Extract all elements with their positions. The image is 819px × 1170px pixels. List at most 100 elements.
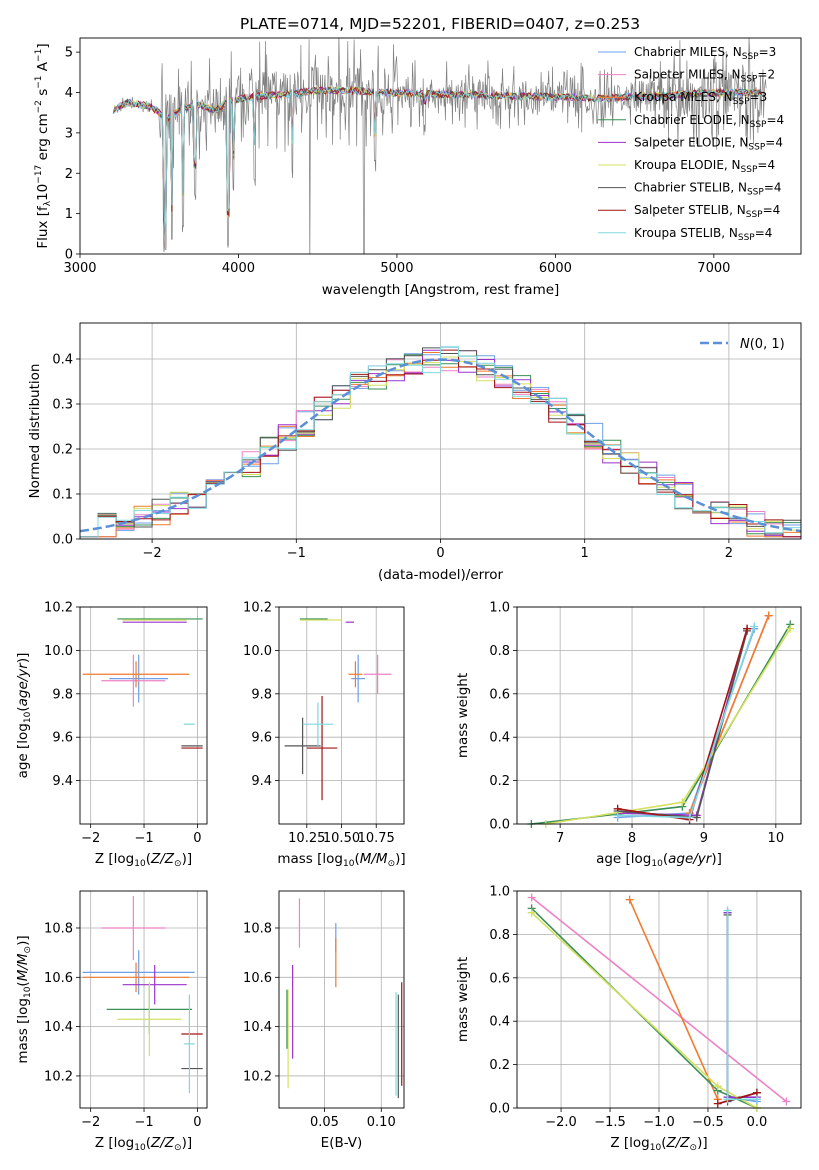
spectrum-panel: 3000 4000 5000 6000 7000 0 1 2 3 4 5 wavelength [An… [34, 37, 802, 298]
weight-series-line [617, 628, 748, 817]
label-part: Salpeter STELIB, N [634, 203, 746, 217]
label-part: =4 [755, 226, 773, 240]
weight-marker [743, 624, 752, 633]
label-part: =4 [764, 181, 782, 195]
y-tick-label: 10.4 [44, 1020, 73, 1035]
legend-label: Salpeter MILES, NSSP=2 [634, 68, 775, 85]
label-part: ] [35, 43, 51, 48]
x-tick-label: −1 [287, 546, 306, 561]
weight-series-line [617, 628, 756, 819]
y-tick-label: 0.6 [489, 687, 510, 702]
x-tick-label: 10.75 [358, 831, 395, 846]
x-tick-label: 9 [700, 831, 708, 846]
y-tick-label: 0.3 [52, 398, 73, 413]
x-tick-label: −1.0 [643, 1115, 675, 1130]
label-part: ( [663, 851, 668, 867]
x-tick-label: 3000 [63, 261, 96, 276]
y-tick-label: 0.4 [489, 731, 510, 746]
y-axis-label: Normed distribution [27, 364, 43, 499]
label-part: 10 [651, 859, 663, 869]
label-part: Chabrier ELODIE, N [634, 113, 750, 127]
y-tick-label: 0.2 [489, 774, 510, 789]
y-tick-label: 9.6 [251, 731, 272, 746]
y-tick-label: 0.8 [489, 928, 510, 943]
x-tick-label: 0 [193, 1115, 201, 1130]
y-axis-label: mass weight [455, 673, 471, 758]
legend-label: Kroupa ELODIE, NSSP=4 [634, 158, 775, 175]
label-part: Z [log [95, 851, 134, 867]
weight-vs-Z-panel: −2.0 −1.5 −1.0 −0.5 0.0 0.0 0.2 0.4 0.6 0.8 1.0 Z [… [455, 885, 802, 1153]
label-part: ( [15, 981, 31, 986]
y-tick-label: 0.0 [52, 533, 73, 548]
label-part: =3 [750, 90, 768, 104]
legend-label: Kroupa MILES, NSSP=3 [634, 90, 767, 107]
y-tick-label: 10.0 [44, 644, 73, 659]
errorbar-area [82, 618, 203, 749]
weight-marker [750, 622, 759, 631]
label-part: SSP [748, 142, 765, 152]
axes-frame [79, 37, 802, 255]
label-part: Chabrier MILES, N [634, 45, 742, 59]
label-part: λ [43, 200, 53, 206]
weight-series-line [617, 630, 748, 819]
label-part: =4 [763, 203, 781, 217]
axes-frame [516, 890, 802, 1109]
label-part: =3 [759, 45, 777, 59]
x-tick-label: 6000 [539, 261, 572, 276]
label-part: ⊙ [23, 946, 33, 954]
x-tick-label: 0.0 [747, 1115, 768, 1130]
x-axis-label: Z [log10(Z/Z⊙)] [95, 1135, 192, 1153]
label-part: SSP [746, 210, 763, 220]
y-tick-label: 9.6 [52, 731, 73, 746]
y-tick-label: 0.0 [489, 818, 510, 833]
label-part: M/M [15, 953, 31, 981]
label-part: 10 [134, 1143, 146, 1153]
label-part: SSP [738, 233, 755, 243]
x-axis-label: Z [log10(Z/Z⊙)] [610, 1135, 707, 1153]
x-tick-label: −2 [81, 831, 100, 846]
weight-marker [752, 1095, 761, 1104]
x-tick-label: 10 [768, 831, 785, 846]
y-tick-label: 5 [65, 46, 73, 61]
label-part: =4 [766, 113, 784, 127]
label-part: Flux [f [35, 205, 51, 249]
weight-marker [527, 893, 536, 902]
y-tick-label: 10.2 [44, 601, 73, 616]
weight-series-line [726, 912, 757, 1098]
y-tick-label: 4 [65, 86, 73, 101]
model-spectrum-line [112, 85, 762, 251]
label-part: Salpeter ELODIE, N [634, 135, 748, 149]
x-tick-label: 1 [581, 546, 589, 561]
normal-curve [80, 358, 801, 533]
label-part: age/yr [668, 851, 713, 867]
y-tick-label: 10.8 [44, 921, 73, 936]
label-part: Kroupa MILES, N [634, 90, 733, 104]
y-tick-label: 0.6 [489, 971, 510, 986]
axes-frame [278, 606, 405, 825]
mass-vs-Z-panel: −2 −1 010.210.410.610.8Z [log10(Z/Z⊙)]mass… [15, 890, 208, 1153]
weight-series-line [617, 628, 748, 821]
residual-plot-area [80, 346, 801, 538]
legend-label: Salpeter ELODIE, NSSP=4 [634, 135, 783, 152]
label-part: ( [146, 851, 151, 867]
axes-frame [79, 606, 208, 825]
weight-marker [613, 811, 622, 820]
y-tick-label: 0.2 [489, 1058, 510, 1073]
model-spectrum-line [112, 86, 762, 251]
label-part: Kroupa ELODIE, N [634, 158, 741, 172]
label-part: =4 [757, 158, 775, 172]
y-tick-label: 1.0 [489, 601, 510, 616]
label-part: ( [354, 851, 359, 867]
y-tick-label: 1 [65, 207, 73, 222]
label-part: Z/Z [150, 851, 175, 867]
x-tick-label: 0.10 [367, 1115, 396, 1130]
label-part: )] [15, 935, 31, 946]
x-axis-label: Z [log10(Z/Z⊙)] [95, 851, 192, 869]
label-part: )] [697, 1135, 708, 1151]
weight-marker [723, 906, 732, 915]
y-tick-label: 10.8 [243, 921, 272, 936]
residual-panel: −2 −1 0 1 2 0.0 0.1 0.2 0.3 0.4 (data-model)/error… [27, 322, 802, 583]
label-part: M/M [360, 851, 388, 867]
y-tick-label: 10.2 [243, 1069, 272, 1084]
